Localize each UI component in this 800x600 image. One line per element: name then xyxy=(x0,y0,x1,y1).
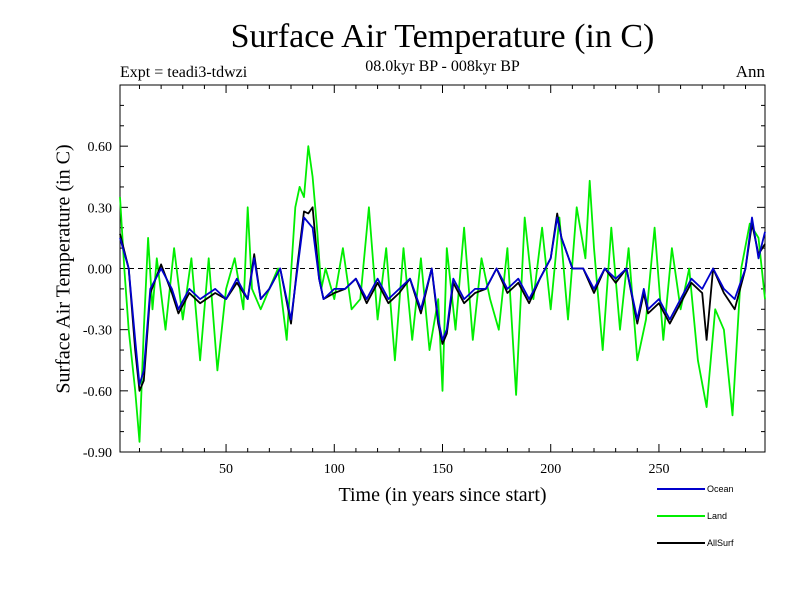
legend-label-ocean: Ocean xyxy=(707,484,734,494)
series-line-ocean xyxy=(119,216,766,386)
x-tick-label: 100 xyxy=(324,462,345,477)
chart-title: Surface Air Temperature (in C) xyxy=(230,18,655,55)
y-tick-label: 0.00 xyxy=(88,263,113,278)
legend-label-land: Land xyxy=(707,511,727,521)
y-tick-label: -0.60 xyxy=(83,385,112,400)
chart-subtitle: 08.0kyr BP - 008kyr BP xyxy=(365,58,520,75)
x-tick-label: 150 xyxy=(432,462,453,477)
x-axis-label: Time (in years since start) xyxy=(338,484,547,506)
x-tick-label: 250 xyxy=(648,462,669,477)
y-tick-label: -0.30 xyxy=(83,324,112,339)
y-tick-label: 0.60 xyxy=(88,140,113,155)
experiment-label: Expt = teadi3-tdwzi xyxy=(120,64,248,81)
y-tick-label: 0.30 xyxy=(88,201,113,216)
plot-frame xyxy=(119,84,766,453)
legend-label-allsurf: AllSurf xyxy=(707,538,734,548)
x-tick-label: 200 xyxy=(540,462,561,477)
y-tick-label: -0.90 xyxy=(83,446,112,461)
x-tick-label: 50 xyxy=(219,462,233,477)
season-label: Ann xyxy=(735,62,765,81)
